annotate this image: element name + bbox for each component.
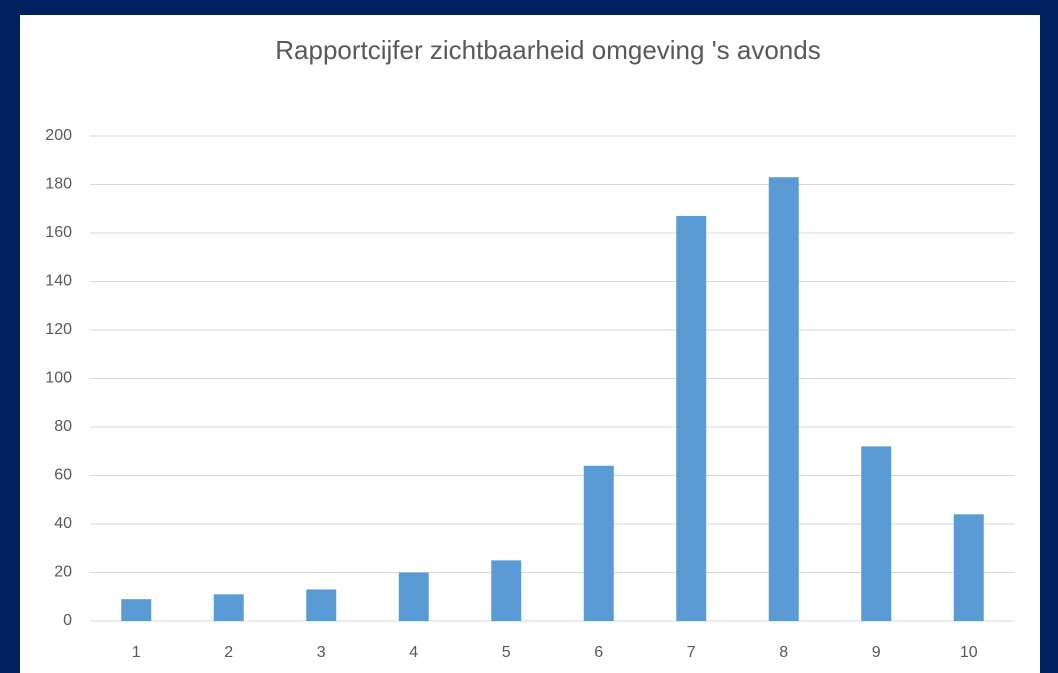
y-tick-label: 0 — [63, 612, 72, 629]
y-tick-label: 100 — [45, 370, 72, 387]
bar — [491, 560, 522, 621]
y-tick-label: 140 — [45, 273, 72, 290]
bar — [213, 594, 244, 621]
y-tick-label: 180 — [45, 176, 72, 193]
bar — [861, 446, 892, 621]
x-tick-label: 2 — [224, 644, 233, 661]
y-tick-label: 40 — [54, 515, 72, 532]
bar — [676, 216, 707, 621]
x-tick-label: 8 — [779, 644, 788, 661]
y-tick-label: 20 — [54, 564, 72, 581]
x-tick-label: 5 — [502, 644, 511, 661]
bar — [583, 465, 614, 621]
bar — [306, 589, 337, 621]
x-tick-label: 1 — [132, 644, 141, 661]
x-tick-label: 6 — [594, 644, 603, 661]
y-tick-label: 80 — [54, 418, 72, 435]
x-tick-label: 9 — [872, 644, 881, 661]
x-tick-label: 3 — [317, 644, 326, 661]
y-tick-label: 160 — [45, 224, 72, 241]
bar — [398, 572, 429, 621]
x-tick-label: 4 — [409, 644, 418, 661]
bar — [768, 177, 799, 621]
bar — [121, 599, 152, 621]
x-tick-label: 10 — [960, 644, 978, 661]
x-tick-label: 7 — [687, 644, 696, 661]
bar — [953, 514, 984, 621]
y-tick-label: 200 — [45, 127, 72, 144]
y-tick-label: 60 — [54, 467, 72, 484]
y-tick-label: 120 — [45, 321, 72, 338]
chart-title: Rapportcijfer zichtbaarheid omgeving 's … — [275, 35, 820, 65]
